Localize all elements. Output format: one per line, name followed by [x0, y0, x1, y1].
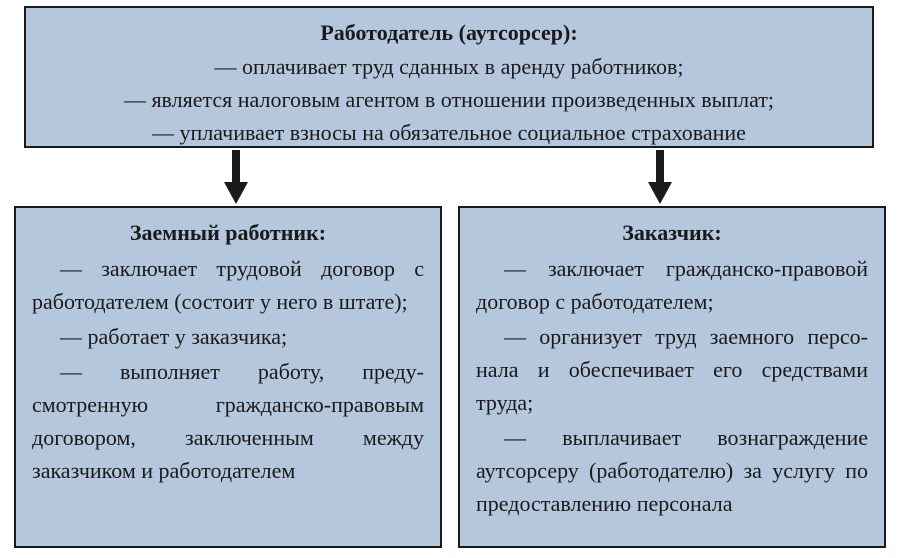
- arrow-right-head: [648, 182, 672, 204]
- arrow-left-head: [224, 182, 248, 204]
- employer-title: Работодатель (аутсорсер):: [42, 18, 856, 48]
- customer-item: — организует труд заемного персо­нала и …: [476, 320, 868, 419]
- employer-item: — является налоговым агентом в отношении…: [42, 83, 856, 116]
- arrow-right-stem: [656, 150, 664, 184]
- employer-item: — оплачивает труд сданных в аренду работ…: [42, 50, 856, 83]
- employer-box: Работодатель (аутсорсер): — оплачивает т…: [24, 6, 874, 148]
- employee-title: Заемный работник:: [32, 218, 424, 248]
- employee-item: — заключает трудовой договор с работодат…: [32, 252, 424, 318]
- customer-box: Заказчик: — заключает гражданско-правово…: [458, 206, 886, 548]
- customer-item: — выплачивает вознаграждение аутсорсеру …: [476, 421, 868, 520]
- employer-item: — уплачивает взносы на обязательное соци…: [42, 116, 856, 149]
- employee-box: Заемный работник: — заключает трудовой д…: [14, 206, 442, 548]
- employee-item: — работает у заказчика;: [32, 320, 424, 353]
- customer-item: — заключает гражданско-правовой договор …: [476, 252, 868, 318]
- customer-title: Заказчик:: [476, 218, 868, 248]
- employee-item: — выполняет работу, преду­­смотренную гр…: [32, 355, 424, 487]
- arrow-left-stem: [232, 150, 240, 184]
